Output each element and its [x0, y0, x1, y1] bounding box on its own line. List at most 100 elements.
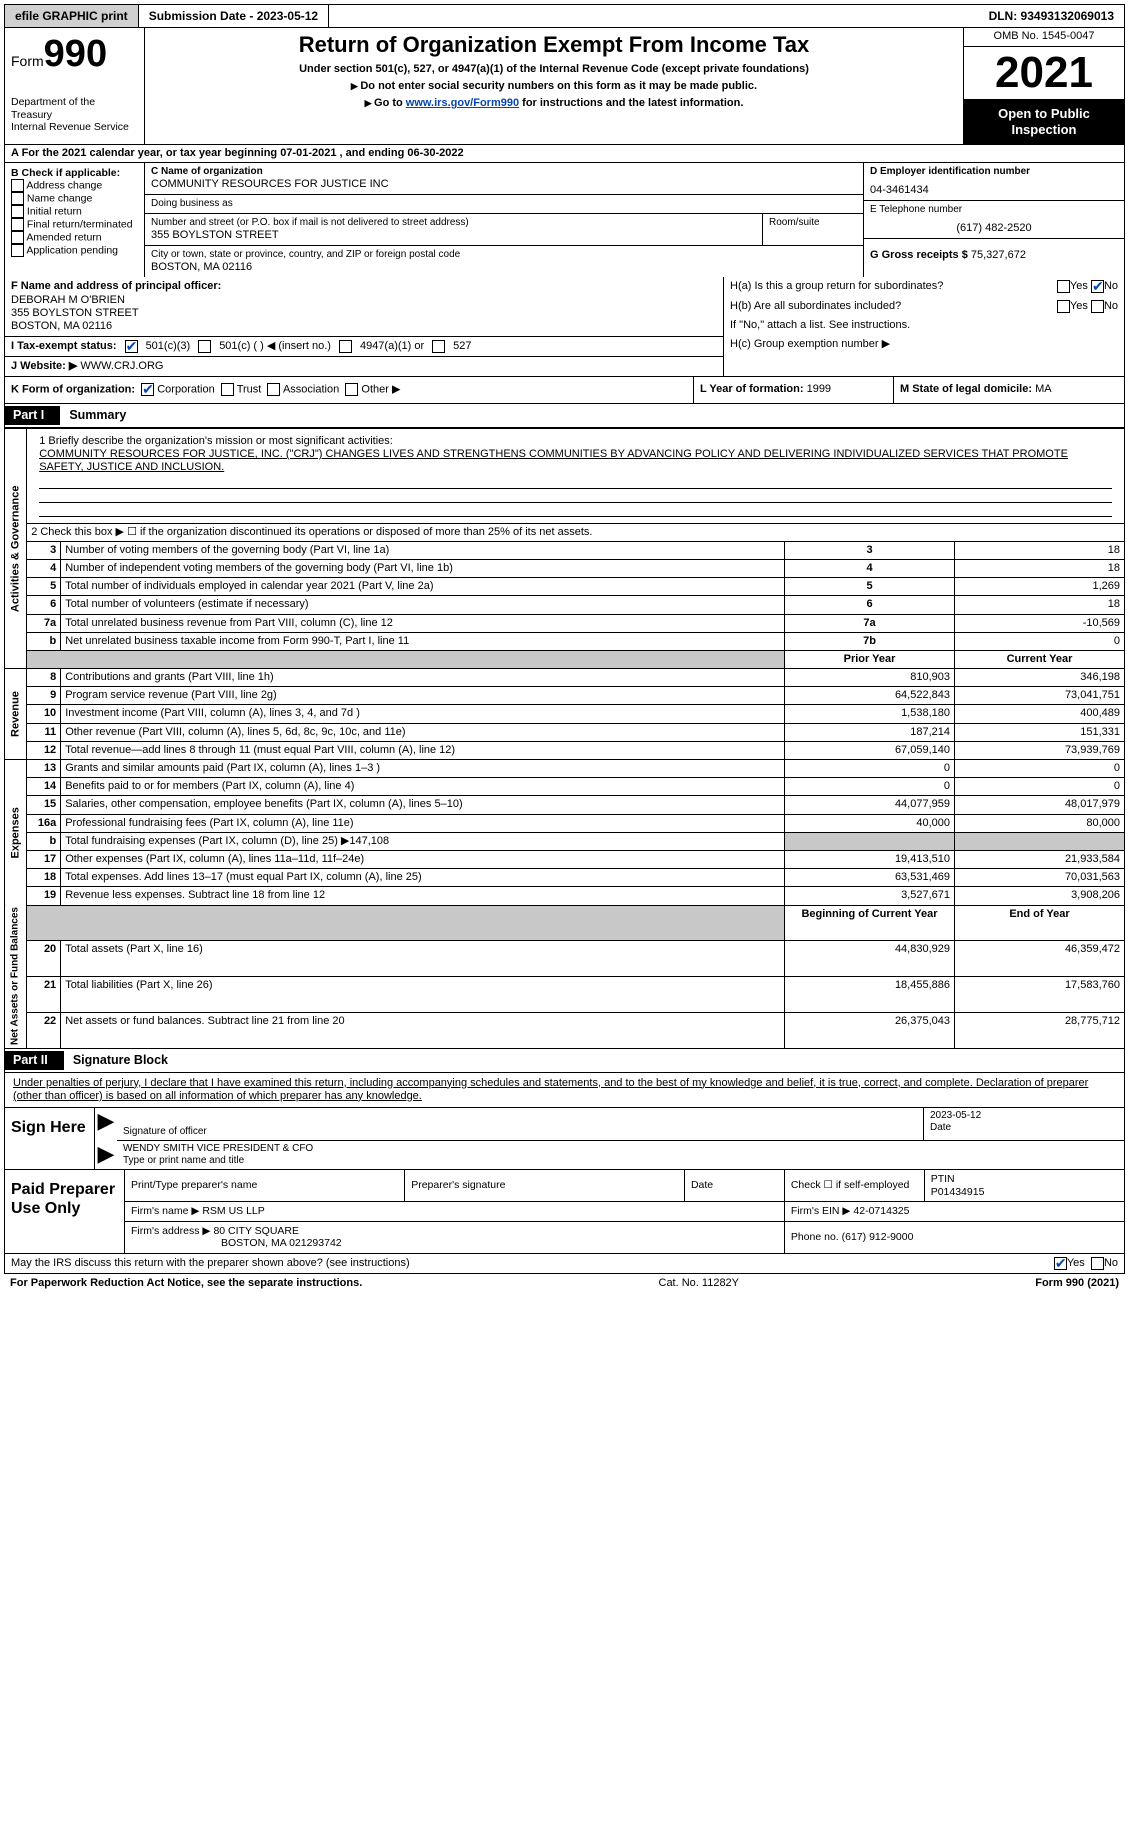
lbl-discuss-yes: Yes	[1067, 1257, 1085, 1270]
firm-name-label: Firm's name ▶	[131, 1205, 199, 1217]
n10: 10	[27, 705, 61, 723]
page-footer: For Paperwork Reduction Act Notice, see …	[4, 1274, 1125, 1293]
dba-label: Doing business as	[151, 198, 857, 210]
n21: 21	[27, 977, 61, 1013]
hb-note: If "No," attach a list. See instructions…	[724, 316, 1124, 335]
line-a-tax-year: A For the 2021 calendar year, or tax yea…	[4, 145, 1125, 163]
d15: Salaries, other compensation, employee b…	[61, 796, 785, 814]
p16b	[785, 832, 955, 850]
irs-link[interactable]: www.irs.gov/Form990	[406, 97, 519, 109]
part2-tag: Part II	[5, 1051, 64, 1070]
cb-4947[interactable]	[339, 340, 352, 353]
lbl-501c: 501(c) ( ) ◀ (insert no.)	[219, 340, 331, 353]
col-b-header: B Check if applicable:	[11, 167, 138, 180]
b5: 5	[785, 578, 955, 596]
lbl-address-change: Address change	[26, 180, 102, 192]
v6: 18	[955, 596, 1125, 614]
dept-treasury: Department of the Treasury Internal Reve…	[11, 96, 138, 134]
officer-name: DEBORAH M O'BRIEN	[11, 294, 717, 307]
cb-527[interactable]	[432, 340, 445, 353]
tax-status-label: I Tax-exempt status:	[11, 340, 117, 353]
d8: Contributions and grants (Part VIII, lin…	[61, 669, 785, 687]
cb-501c3[interactable]	[125, 340, 138, 353]
cb-initial-return[interactable]	[11, 205, 24, 218]
firm-ein: 42-0714325	[853, 1205, 909, 1217]
firm-addr2: BOSTON, MA 021293742	[131, 1237, 342, 1249]
n4: 4	[27, 559, 61, 577]
lbl-trust: Trust	[237, 384, 262, 396]
p20: 44,830,929	[785, 941, 955, 977]
lbl-final-return: Final return/terminated	[27, 219, 133, 231]
cb-app-pending[interactable]	[11, 244, 24, 257]
hc-label: H(c) Group exemption number ▶	[724, 335, 1124, 354]
p22: 26,375,043	[785, 1012, 955, 1048]
v7b: 0	[955, 632, 1125, 650]
cat-no: Cat. No. 11282Y	[362, 1277, 1035, 1290]
part2-bar: Part II Signature Block	[4, 1049, 1125, 1073]
n8: 8	[27, 669, 61, 687]
part1-bar: Part I Summary	[4, 404, 1125, 428]
lbl-4947: 4947(a)(1) or	[360, 340, 424, 353]
cb-501c[interactable]	[198, 340, 211, 353]
lbl-name-change: Name change	[27, 193, 92, 205]
n16a: 16a	[27, 814, 61, 832]
n12: 12	[27, 741, 61, 759]
irs-discuss-row: May the IRS discuss this return with the…	[4, 1254, 1125, 1274]
lbl-app-pending: Application pending	[26, 245, 118, 257]
lbl-initial-return: Initial return	[27, 206, 82, 218]
c22: 28,775,712	[955, 1012, 1125, 1048]
ha-label: H(a) Is this a group return for subordin…	[730, 280, 1057, 293]
p10: 1,538,180	[785, 705, 955, 723]
n9: 9	[27, 687, 61, 705]
cb-assoc[interactable]	[267, 383, 280, 396]
cb-name-change[interactable]	[11, 192, 24, 205]
form-ref: Form 990 (2021)	[1035, 1277, 1119, 1290]
sign-here-block: Sign Here ▶ Signature of officer 2023-05…	[4, 1107, 1125, 1170]
prep-date-label: Date	[684, 1170, 784, 1202]
cb-hb-yes[interactable]	[1057, 300, 1070, 313]
sign-here-label: Sign Here	[5, 1108, 95, 1169]
hdr-current: Current Year	[955, 650, 1125, 668]
org-name: COMMUNITY RESOURCES FOR JUSTICE INC	[151, 178, 857, 191]
paid-preparer-block: Paid Preparer Use Only Print/Type prepar…	[4, 1170, 1125, 1254]
firm-addr1: 80 CITY SQUARE	[213, 1225, 299, 1237]
cb-amended[interactable]	[11, 231, 24, 244]
room-label: Room/suite	[769, 217, 857, 229]
cb-ha-no[interactable]	[1091, 280, 1104, 293]
declaration-text: Under penalties of perjury, I declare th…	[4, 1073, 1125, 1107]
ptin-value: P01434915	[931, 1186, 985, 1198]
cb-corp[interactable]	[141, 383, 154, 396]
d4: Number of independent voting members of …	[61, 559, 785, 577]
tax-year: 2021	[964, 47, 1124, 101]
p21: 18,455,886	[785, 977, 955, 1013]
n17: 17	[27, 850, 61, 868]
cb-hb-no[interactable]	[1091, 300, 1104, 313]
firm-name: RSM US LLP	[202, 1205, 264, 1217]
sidelabel-revenue: Revenue	[5, 669, 27, 760]
v5: 1,269	[955, 578, 1125, 596]
cb-final-return[interactable]	[11, 218, 24, 231]
officer-printed-label: Type or print name and title	[123, 1155, 244, 1166]
efile-print-button[interactable]: efile GRAPHIC print	[5, 5, 139, 27]
d7b: Net unrelated business taxable income fr…	[61, 632, 785, 650]
c19: 3,908,206	[955, 887, 1125, 905]
d17: Other expenses (Part IX, column (A), lin…	[61, 850, 785, 868]
cb-discuss-no[interactable]	[1091, 1257, 1104, 1270]
c8: 346,198	[955, 669, 1125, 687]
cb-other[interactable]	[345, 383, 358, 396]
cb-address-change[interactable]	[11, 179, 24, 192]
p14: 0	[785, 778, 955, 796]
lbl-501c3: 501(c)(3)	[146, 340, 191, 353]
n7a: 7a	[27, 614, 61, 632]
declaration-content: Under penalties of perjury, I declare th…	[13, 1077, 1088, 1102]
cb-ha-yes[interactable]	[1057, 280, 1070, 293]
lbl-assoc: Association	[283, 384, 339, 396]
state-domicile: MA	[1035, 383, 1052, 395]
hdr-begin: Beginning of Current Year	[785, 905, 955, 941]
cb-discuss-yes[interactable]	[1054, 1257, 1067, 1270]
v7a: -10,569	[955, 614, 1125, 632]
cb-trust[interactable]	[221, 383, 234, 396]
d19: Revenue less expenses. Subtract line 18 …	[61, 887, 785, 905]
c18: 70,031,563	[955, 869, 1125, 887]
prep-name-label: Print/Type preparer's name	[125, 1170, 405, 1202]
